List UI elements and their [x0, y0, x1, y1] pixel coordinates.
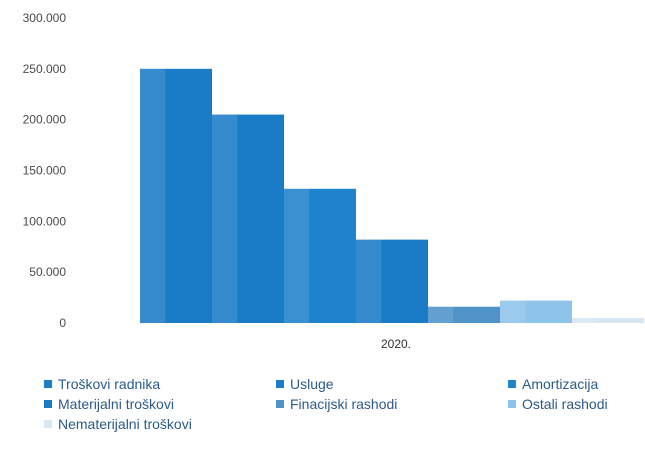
legend-label: Finacijski rashodi: [290, 396, 398, 412]
y-tick-label: 150.000: [23, 164, 67, 178]
chart-plot: 0 50.000 100.000 150.000 200.000 250.000 300.0…: [23, 11, 644, 351]
y-tick-label: 0: [59, 316, 66, 330]
legend-item: Troškovi radnika: [44, 376, 276, 392]
bar-group: [500, 300, 572, 323]
bar-highlight: [500, 300, 526, 323]
legend-swatch: [508, 400, 516, 408]
bar-group: [140, 68, 212, 323]
bar-highlight: [140, 68, 166, 323]
legend-item: Usluge: [276, 376, 508, 392]
bar: [356, 239, 428, 323]
legend-swatch: [44, 380, 52, 388]
bar-group: [284, 188, 356, 323]
legend: Troškovi radnika Usluge Amortizacija Materi…: [44, 376, 644, 432]
bar-highlight: [212, 114, 238, 323]
bar-highlight: [356, 239, 382, 323]
legend-label: Ostali rashodi: [522, 396, 608, 412]
bar: [284, 188, 356, 323]
legend-label: Amortizacija: [522, 376, 599, 392]
x-tick-label: 2020.: [381, 337, 411, 351]
legend-item: Ostali rashodi: [508, 396, 644, 412]
legend-item: Amortizacija: [508, 376, 644, 392]
bar-group: [212, 114, 284, 323]
legend-label: Usluge: [290, 376, 334, 392]
bar-group: [356, 239, 428, 323]
legend-item: Nematerijalni troškovi: [44, 416, 276, 432]
bar-highlight: [284, 188, 310, 323]
legend-label: Nematerijalni troškovi: [58, 416, 192, 432]
y-tick-label: 50.000: [29, 265, 66, 279]
y-tick-label: 100.000: [23, 214, 67, 228]
legend-swatch: [44, 400, 52, 408]
bar: [140, 68, 212, 323]
legend-swatch: [276, 400, 284, 408]
legend-item: Finacijski rashodi: [276, 396, 508, 412]
bar-group: [428, 306, 500, 323]
legend-swatch: [508, 380, 516, 388]
bar-group: [572, 317, 644, 323]
y-tick-label: 300.000: [23, 11, 67, 25]
y-tick-label: 250.000: [23, 62, 67, 76]
y-tick-label: 200.000: [23, 113, 67, 127]
bar-highlight: [428, 306, 454, 323]
legend-label: Troškovi radnika: [58, 376, 161, 392]
legend-swatch: [44, 420, 52, 428]
bar: [500, 300, 572, 323]
legend-label: Materijalni troškovi: [58, 396, 174, 412]
bar: [572, 317, 644, 323]
bar: [428, 306, 500, 323]
legend-swatch: [276, 380, 284, 388]
bar-highlight: [572, 317, 598, 323]
bar: [212, 114, 284, 323]
legend-item: Materijalni troškovi: [44, 396, 276, 412]
